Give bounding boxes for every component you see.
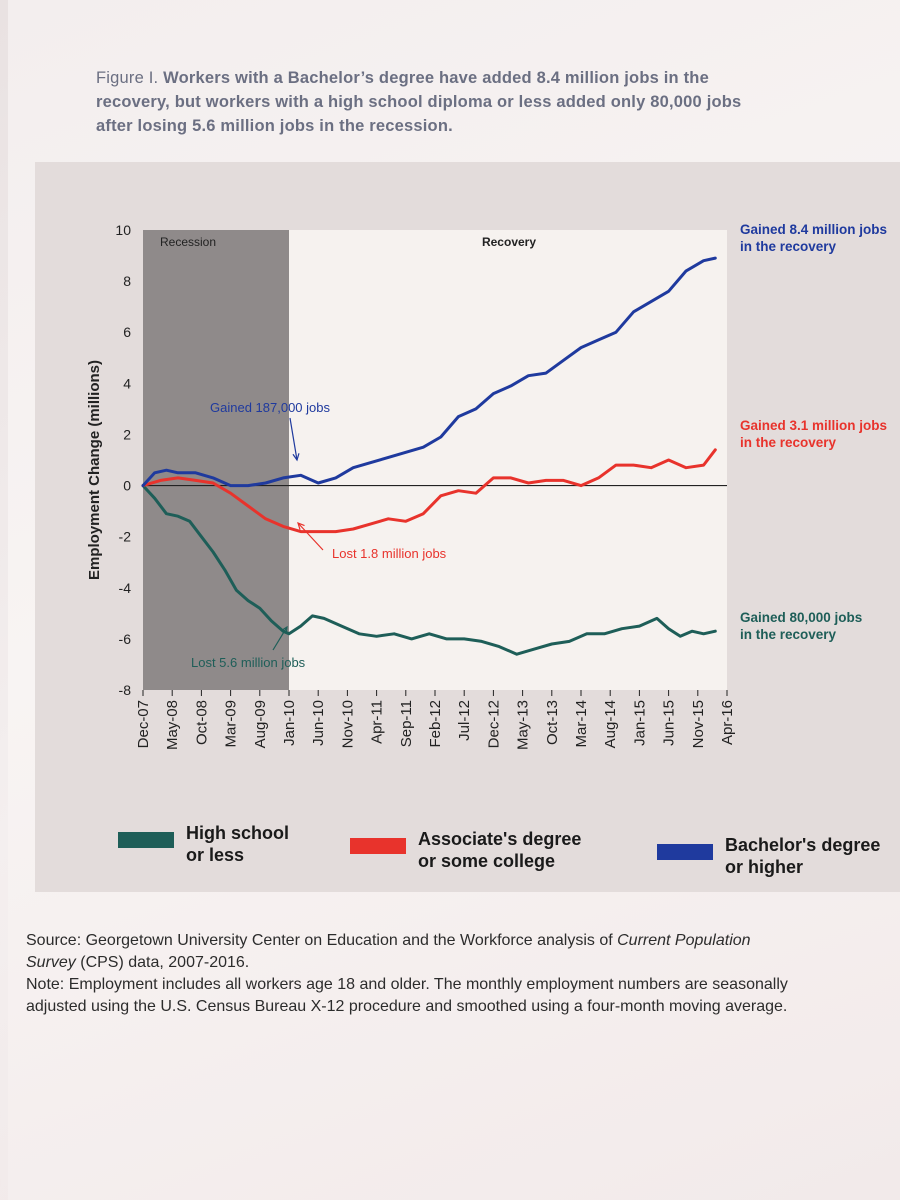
annotation-arrowhead-2 xyxy=(280,625,288,635)
x-tick-label: Dec-12 xyxy=(485,700,502,748)
y-tick-label: 0 xyxy=(123,478,131,494)
x-tick-label: Jan-15 xyxy=(631,700,648,746)
x-tick-label: Oct-08 xyxy=(193,700,210,745)
report-page: Figure I. Workers with a Bachelor’s degr… xyxy=(8,0,900,1200)
x-tick-label: May-13 xyxy=(515,700,532,750)
legend-item-associates: Associate's degree or some college xyxy=(350,828,581,872)
legend-swatch-associates xyxy=(350,838,406,854)
series-line-2 xyxy=(141,256,717,488)
legend-label-associates-2: or some college xyxy=(418,851,556,871)
y-tick-label: 6 xyxy=(123,324,131,340)
figure-title: Figure I. Workers with a Bachelor’s degr… xyxy=(96,66,900,138)
legend-text-bachelors: Bachelor's degree or higher xyxy=(725,834,880,878)
end-label-1-line-0: Gained 3.1 million jobs xyxy=(740,418,887,433)
line-chart: Recession Recovery 10 8 6 4 2 0 -2 -4 -6 -8 Employme… xyxy=(86,222,887,750)
x-tick-label: Apr-16 xyxy=(719,700,736,745)
x-tick-label: Feb-12 xyxy=(427,700,444,748)
annotation-arrowhead-1 xyxy=(297,521,305,530)
x-tick-label: Jun-10 xyxy=(310,700,327,746)
end-label-0-line-0: Gained 8.4 million jobs xyxy=(740,222,887,237)
x-tick-label: Nov-15 xyxy=(690,700,707,748)
legend-label-high-school-1: High school xyxy=(186,823,289,843)
region-label-recession: Recession xyxy=(160,235,216,249)
legend-label-associates-1: Associate's degree xyxy=(418,829,582,849)
end-label-2-line-0: Gained 80,000 jobs xyxy=(740,610,862,625)
end-label-2-line-1: in the recovery xyxy=(740,627,837,642)
note-line-1: Note: Employment includes all workers ag… xyxy=(26,976,788,993)
annotation-label-0: Gained 187,000 jobs xyxy=(210,400,330,415)
x-tick-label: Aug-09 xyxy=(252,700,269,748)
y-axis-title: Employment Change (millions) xyxy=(86,360,103,580)
series-line-0 xyxy=(141,484,717,656)
legend-text-high-school: High school or less xyxy=(186,822,289,866)
x-tick-label: Jul-12 xyxy=(456,700,473,741)
y-tick-label: -6 xyxy=(119,631,132,647)
x-tick-label: Apr-11 xyxy=(369,700,386,744)
x-tick-label: May-08 xyxy=(164,700,181,750)
y-tick-label: 8 xyxy=(123,273,131,289)
source-prefix: Source: Georgetown University Center on … xyxy=(26,932,618,949)
annotation-pointer-1 xyxy=(297,522,324,551)
y-tick-label: 10 xyxy=(115,222,131,238)
x-tick-label: Oct-13 xyxy=(544,700,561,745)
source-italic-2: Survey xyxy=(26,954,76,971)
figure-title-text-1: Workers with a Bachelor’s degree have ad… xyxy=(163,69,709,87)
annotation-label-2: Lost 5.6 million jobs xyxy=(191,655,306,670)
annotation-pointer-0 xyxy=(289,417,298,461)
recession-shading xyxy=(143,230,289,690)
note-line-2: adjusted using the U.S. Census Bureau X-… xyxy=(26,998,788,1015)
x-tick-label: Nov-10 xyxy=(339,700,356,748)
legend-text-associates: Associate's degree or some college xyxy=(418,828,581,872)
x-tick-label: Sep-11 xyxy=(398,700,415,747)
x-tick-label: Dec-07 xyxy=(135,700,152,748)
legend-item-bachelors: Bachelor's degree or higher xyxy=(657,834,880,878)
legend-label-bachelors-2: or higher xyxy=(725,857,804,877)
y-tick-label: 4 xyxy=(123,375,131,391)
legend-item-high-school: High school or less xyxy=(118,822,289,866)
annotation-arrowhead-0 xyxy=(292,453,300,462)
y-tick-label: -2 xyxy=(119,529,132,545)
annotation-pointer-2 xyxy=(272,626,288,651)
region-label-recovery: Recovery xyxy=(482,235,536,249)
y-tick-label: 2 xyxy=(123,426,131,442)
annotation-label-1: Lost 1.8 million jobs xyxy=(332,546,447,561)
source-suffix: (CPS) data, 2007-2016. xyxy=(75,954,250,971)
legend-swatch-bachelors xyxy=(657,844,713,860)
end-label-0-line-1: in the recovery xyxy=(740,239,837,254)
x-tick-label: Mar-14 xyxy=(573,700,590,748)
figure-label: Figure I. xyxy=(96,69,159,87)
series-line-1 xyxy=(141,448,717,534)
legend-label-bachelors-1: Bachelor's degree xyxy=(725,835,881,855)
source-notes: Source: Georgetown University Center on … xyxy=(26,930,900,1018)
x-tick-label: Aug-14 xyxy=(602,700,619,748)
source-italic-1: Current Population xyxy=(617,932,751,949)
x-tick-label: Mar-09 xyxy=(223,700,240,748)
figure-title-line-2: recovery, but workers with a high school… xyxy=(96,93,742,111)
y-tick-label: -4 xyxy=(119,580,132,596)
chart-panel: Recession Recovery 10 8 6 4 2 0 -2 -4 -6 -8 Employme… xyxy=(35,162,900,892)
source-line-2: Survey (CPS) data, 2007-2016. xyxy=(26,952,900,974)
legend-swatch-high-school xyxy=(118,832,174,848)
figure-title-line-3: after losing 5.6 million jobs in the rec… xyxy=(96,117,453,135)
source-line-1: Source: Georgetown University Center on … xyxy=(26,930,900,952)
x-tick-label: Jun-15 xyxy=(661,700,678,746)
end-label-1-line-1: in the recovery xyxy=(740,435,837,450)
x-tick-label: Jan-10 xyxy=(281,700,298,746)
legend-label-high-school-2: or less xyxy=(186,845,245,865)
y-tick-label: -8 xyxy=(119,682,132,698)
figure-title-line-1: Figure I. Workers with a Bachelor’s degr… xyxy=(96,66,900,90)
